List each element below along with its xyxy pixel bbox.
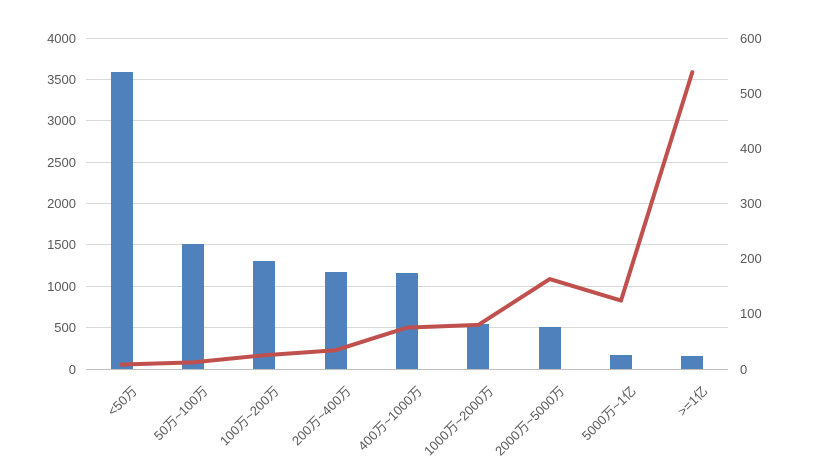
gridline — [86, 203, 728, 204]
left-axis-tick-label: 3000 — [47, 113, 76, 129]
right-axis-tick-label: 0 — [740, 361, 748, 377]
bar — [681, 355, 704, 369]
left-axis-tick-label: 1000 — [47, 278, 76, 294]
right-axis-tick-label: 100 — [740, 306, 762, 322]
x-axis-line — [86, 368, 728, 370]
right-axis-tick-label: 500 — [740, 85, 762, 101]
bar — [253, 261, 276, 369]
left-axis-tick-label: 3500 — [47, 71, 76, 87]
right-axis-tick-label: 400 — [740, 140, 762, 156]
left-axis-tick-label: 0 — [68, 361, 76, 377]
x-axis-category-label: <50万 — [104, 383, 140, 419]
bar — [467, 324, 490, 369]
right-axis-tick-label: 300 — [740, 196, 762, 211]
x-axis-category-label: 200万~400万 — [288, 383, 354, 449]
x-axis-category-label: 50万~100万 — [150, 383, 211, 444]
x-axis-category-label: 2000万~5000万 — [492, 383, 568, 459]
right-axis-tick-label: 600 — [740, 30, 762, 46]
bar — [110, 71, 133, 369]
right-axis-tick-label: 200 — [740, 251, 762, 267]
left-axis-tick-label: 1500 — [47, 237, 76, 253]
bar — [610, 354, 632, 369]
x-axis-category-label: 5000万~1亿 — [578, 383, 639, 444]
bar — [324, 272, 347, 369]
gridline — [86, 161, 728, 163]
left-axis-tick-label: 2000 — [47, 196, 76, 211]
gridline — [86, 78, 728, 80]
x-axis-category-label: 1000万~2000万 — [420, 383, 497, 459]
left-axis-tick-label: 4000 — [47, 30, 76, 46]
gridline — [86, 37, 728, 39]
x-axis-category-label: >=1亿 — [674, 383, 711, 419]
bar — [538, 326, 561, 369]
x-axis-category-label: 100万~200万 — [217, 383, 283, 449]
left-axis-tick-label: 2500 — [47, 154, 76, 170]
gridline — [86, 120, 728, 122]
bar — [396, 273, 418, 369]
x-axis-category-label: 400万~1000万 — [354, 383, 425, 454]
bar — [182, 243, 204, 369]
left-axis-tick-label: 500 — [54, 320, 76, 336]
